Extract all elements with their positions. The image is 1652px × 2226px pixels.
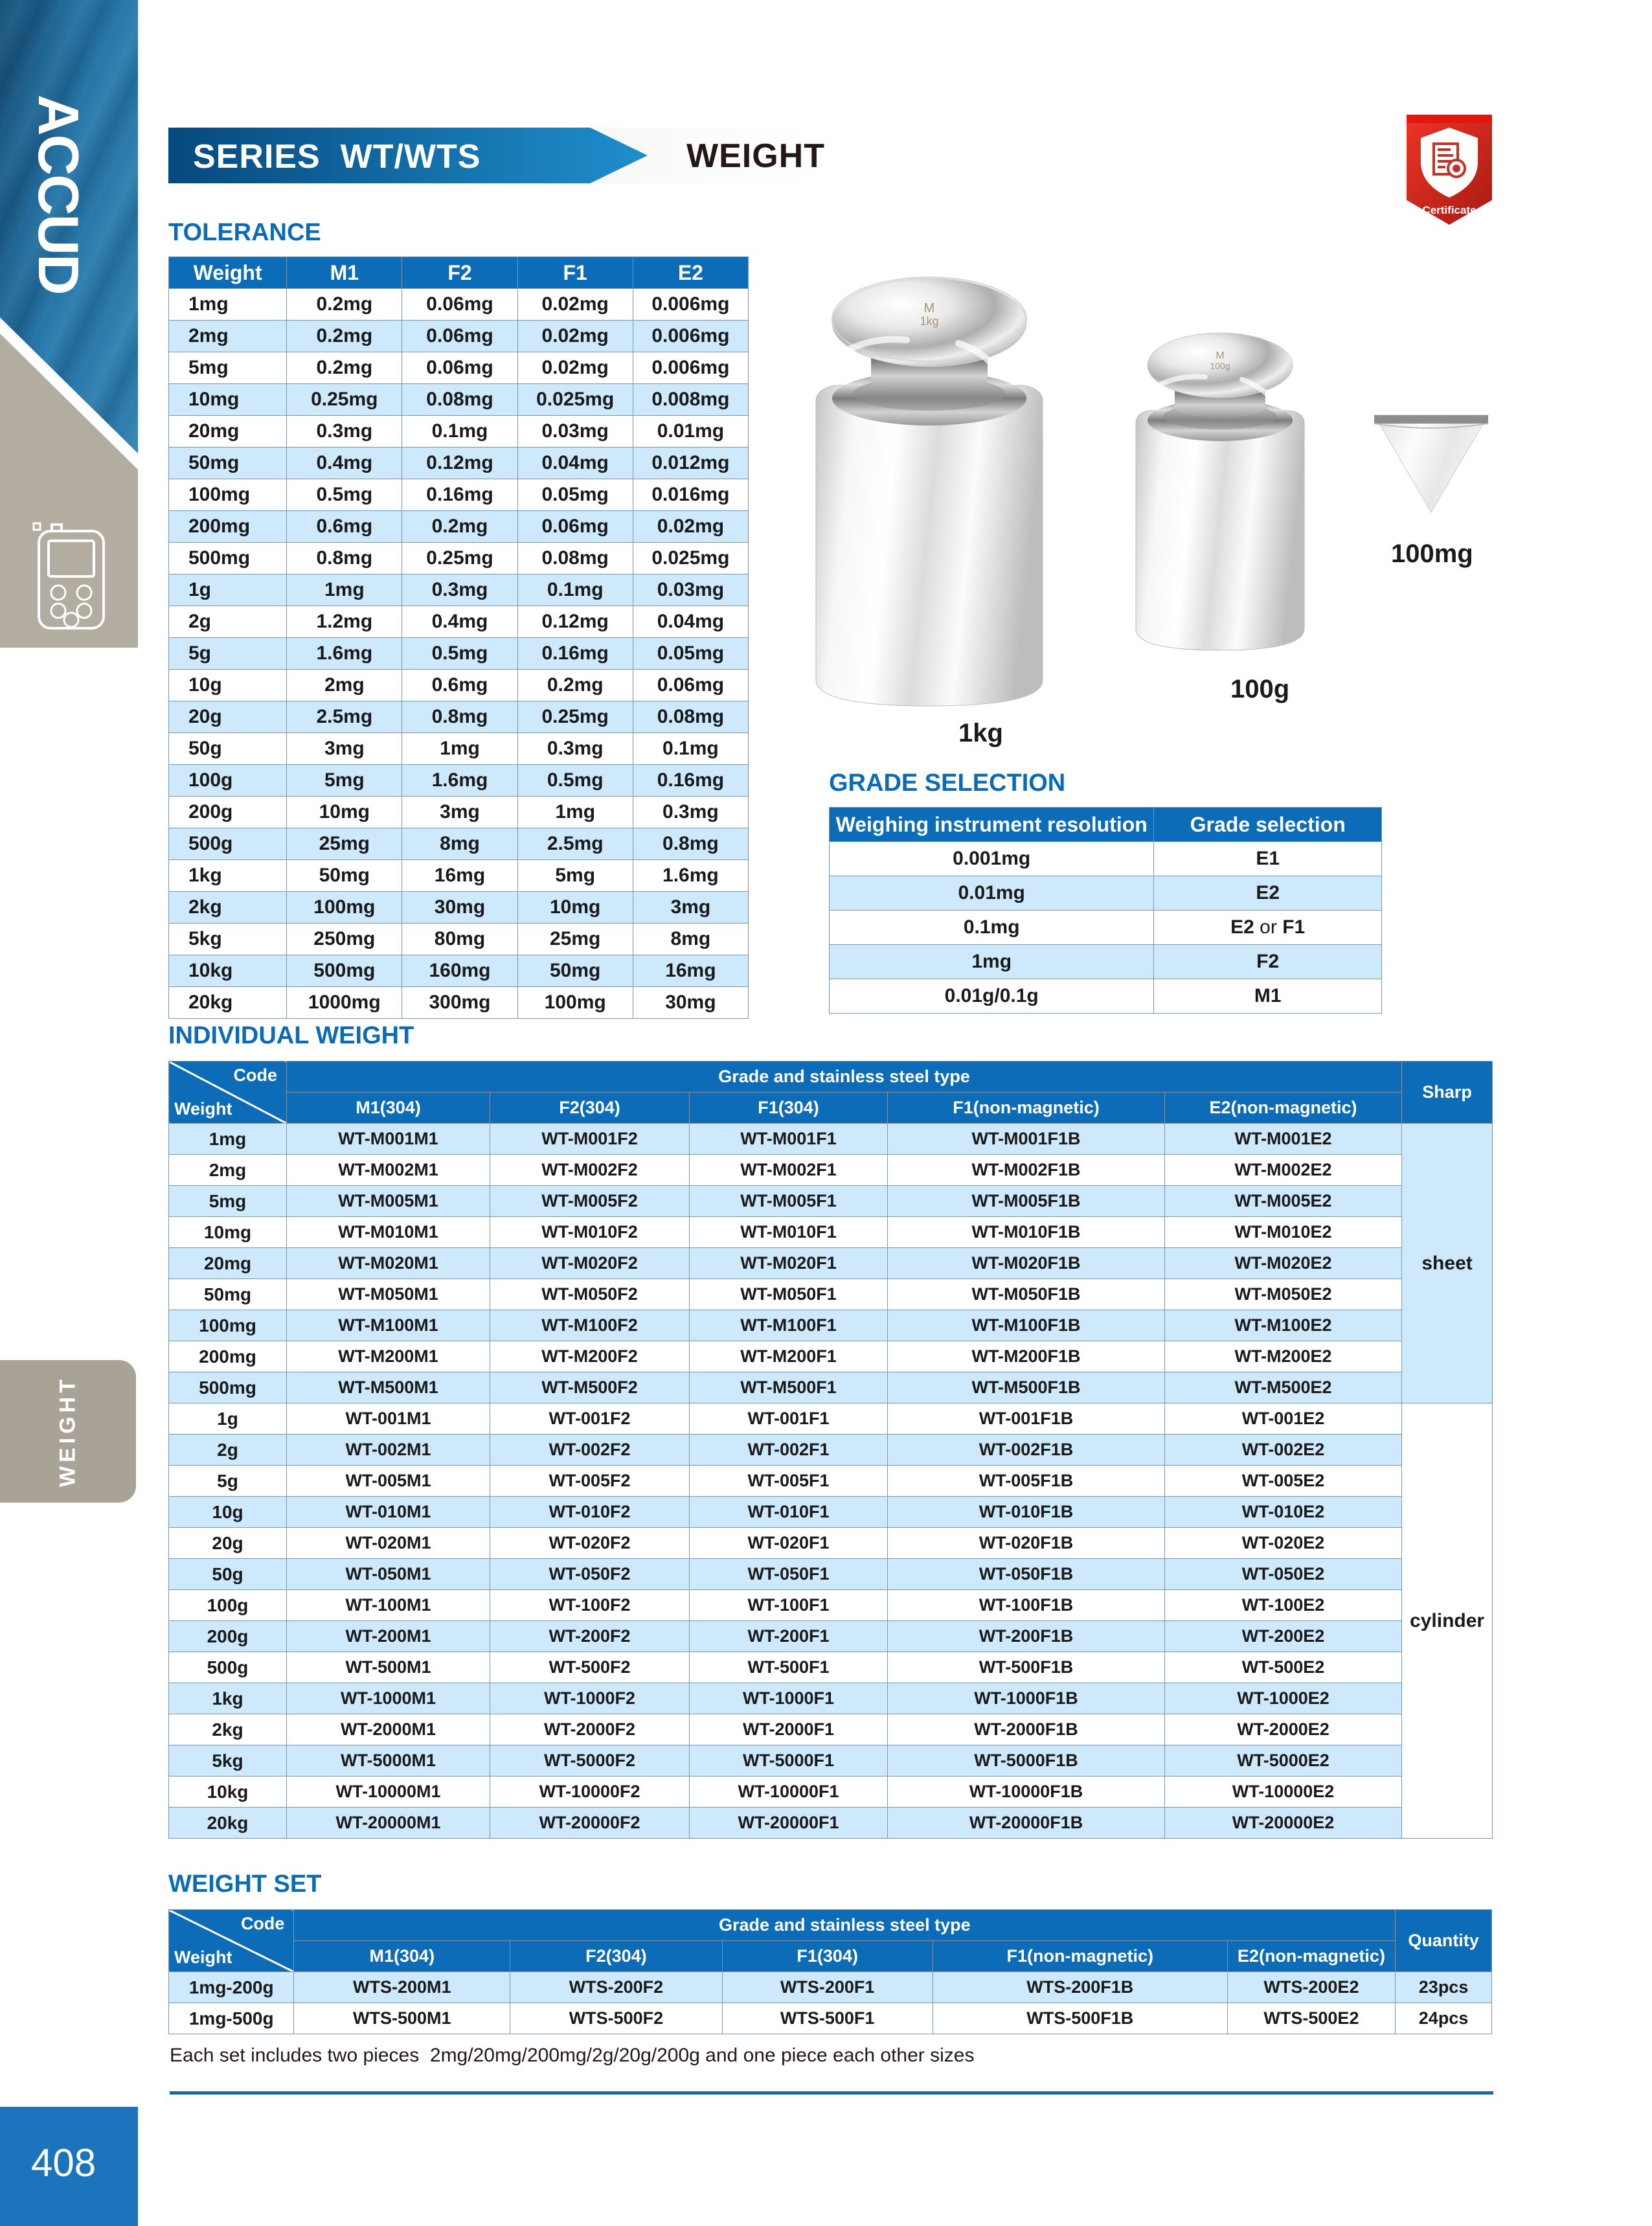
svg-text:M: M: [924, 301, 935, 315]
svg-text:100g: 100g: [1210, 361, 1230, 371]
svg-text:Certificate: Certificate: [1422, 204, 1476, 216]
svg-text:M: M: [1216, 350, 1224, 361]
svg-text:1kg: 1kg: [920, 315, 938, 328]
